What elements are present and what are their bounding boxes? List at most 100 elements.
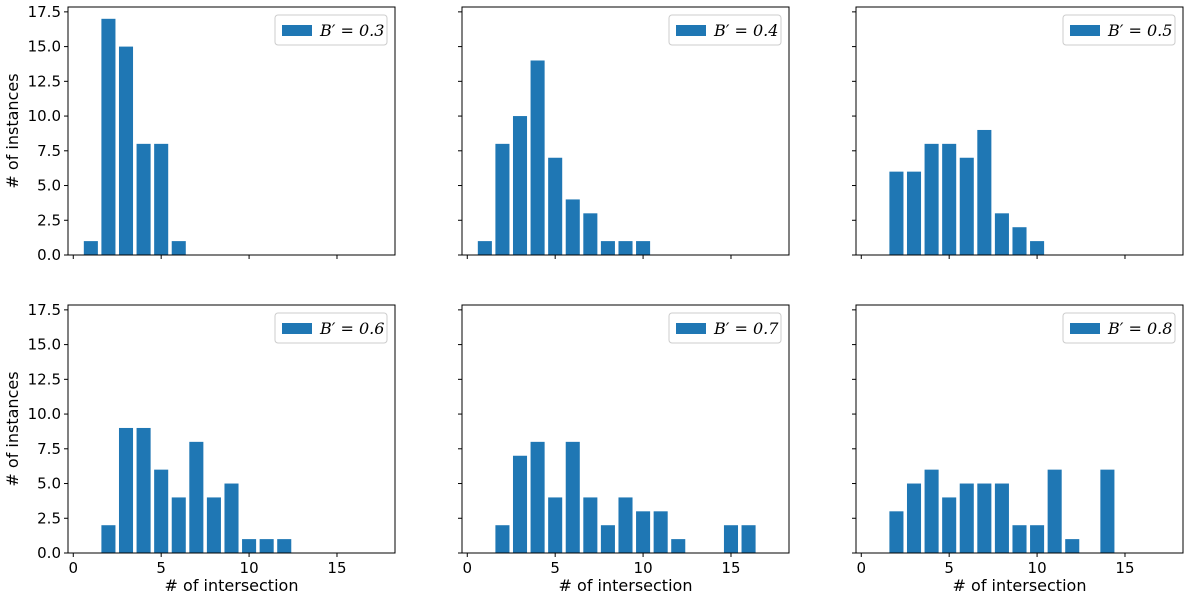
y-tick-label: 15.0 [28, 38, 61, 56]
bar [924, 469, 939, 553]
y-tick-label: 12.5 [28, 72, 61, 90]
bar [242, 539, 257, 553]
bar [154, 143, 169, 255]
bar [154, 469, 169, 553]
legend-box [668, 312, 782, 344]
bar [118, 427, 134, 553]
bar [583, 497, 598, 553]
bar [600, 241, 615, 255]
legend-label: B′ = 0.4 [713, 21, 778, 40]
plot-frame [461, 6, 790, 256]
bar [565, 441, 580, 553]
y-tick-label: 5.0 [37, 475, 61, 493]
legend: B′ = 0.7 [668, 312, 782, 344]
y-tick-label: 10.0 [28, 405, 61, 423]
y-tick-label: 15.0 [28, 336, 61, 354]
y-axis-label: # of instances [3, 73, 22, 188]
legend: B′ = 0.4 [668, 14, 782, 46]
x-tick-label: 5 [156, 559, 166, 577]
x-tick-label: 10 [634, 559, 653, 577]
bar [1030, 241, 1045, 255]
subplot-1: 0.0 2.5 5.0 7.5 10.0 12.5 15.0 17.5 # of instanc… [3, 3, 396, 264]
bar [171, 241, 186, 255]
legend: B′ = 0.5 [1062, 14, 1176, 46]
x-tick-label: 0 [69, 559, 79, 577]
y-axis-label: # of instances [3, 371, 22, 486]
bar [723, 525, 739, 553]
bar [583, 213, 598, 255]
bar [942, 497, 957, 553]
subplot-3: B′ = 0.5 [852, 6, 1184, 259]
bar [101, 525, 116, 553]
x-axis-label: # of intersection [953, 576, 1087, 595]
bar [1030, 525, 1045, 553]
legend-label: B′ = 0.6 [319, 319, 384, 338]
x-tick-label: 5 [944, 559, 954, 577]
legend-swatch [1070, 25, 1100, 36]
subplot-2: B′ = 0.4 [458, 6, 790, 259]
bar [206, 497, 221, 553]
bar [959, 483, 974, 553]
bar [136, 427, 151, 553]
bar [906, 171, 922, 255]
bar [224, 483, 239, 553]
x-tick-label: 0 [857, 559, 867, 577]
bar [959, 157, 974, 255]
bar [1012, 227, 1027, 255]
y-tick-label: 0.0 [37, 544, 61, 562]
bar [618, 497, 633, 553]
plot-frame [855, 6, 1184, 256]
bar [530, 441, 545, 553]
bar [171, 497, 186, 553]
bar [495, 143, 510, 255]
legend-label: B′ = 0.7 [713, 319, 779, 338]
y-tick-label: 7.5 [37, 142, 61, 160]
bar [636, 241, 651, 255]
bar [1012, 525, 1027, 553]
bar [189, 441, 204, 553]
legend-box [668, 14, 782, 46]
bar [477, 241, 492, 255]
bar [924, 143, 939, 255]
plot-frame [67, 304, 396, 554]
bar [495, 525, 510, 553]
bar [942, 143, 957, 255]
x-tick-label: 0 [463, 559, 473, 577]
legend-box [1062, 14, 1176, 46]
bar [548, 497, 563, 553]
subplot-5: 0 5 10 15 # of intersection B′ = 0.7 [458, 304, 790, 595]
bar [1065, 539, 1080, 553]
plot-frame [461, 304, 790, 554]
bar [600, 525, 615, 553]
y-tick-label: 10.0 [28, 107, 61, 125]
legend-swatch [676, 25, 706, 36]
bar [512, 116, 528, 255]
bar [653, 511, 668, 553]
legend-box [274, 312, 388, 344]
y-tick-label: 5.0 [37, 177, 61, 195]
legend: B′ = 0.8 [1062, 312, 1176, 344]
y-tick-label: 7.5 [37, 440, 61, 458]
bar [512, 455, 528, 553]
bar [530, 60, 545, 255]
legend-label: B′ = 0.5 [1107, 21, 1172, 40]
legend: B′ = 0.3 [274, 14, 388, 46]
x-tick-label: 15 [1115, 559, 1134, 577]
bar [741, 525, 756, 553]
bar [889, 511, 904, 553]
plot-frame [67, 6, 396, 256]
legend-swatch [282, 25, 312, 36]
legend-box [274, 14, 388, 46]
bar [618, 241, 633, 255]
plot-frame [855, 304, 1184, 554]
y-tick-label: 17.5 [28, 3, 61, 21]
bar [671, 539, 686, 553]
bar [977, 129, 992, 255]
bar [136, 143, 151, 255]
bar [101, 18, 116, 256]
bar [277, 539, 292, 553]
legend-label: B′ = 0.8 [1107, 319, 1172, 338]
bar [994, 483, 1009, 553]
y-tick-label: 12.5 [28, 370, 61, 388]
